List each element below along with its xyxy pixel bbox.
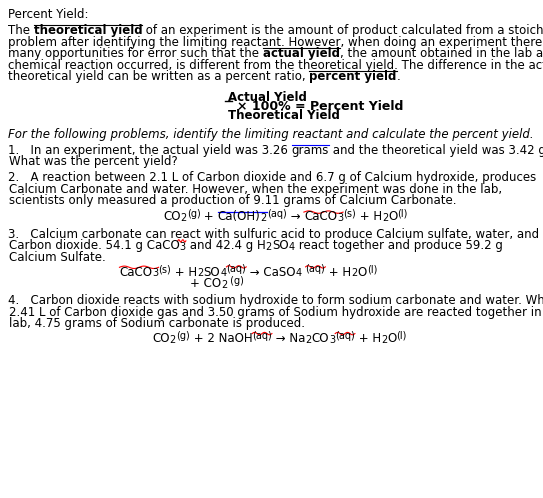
Text: + H: + H — [172, 265, 198, 278]
Text: What was the percent yield?: What was the percent yield? — [9, 155, 178, 168]
Text: (s): (s) — [343, 209, 356, 219]
Text: 3: 3 — [180, 242, 186, 251]
Text: 2.   A reaction between 2.1 L of Carbon dioxide and 6.7 g of Calcium hydroxide, : 2. A reaction between 2.1 L of Carbon di… — [8, 171, 536, 184]
Text: many opportunities for error such that the: many opportunities for error such that t… — [8, 47, 263, 60]
Text: react together and produce 59.2 g: react together and produce 59.2 g — [295, 239, 502, 252]
Text: →: → — [287, 210, 304, 224]
Text: theoretical yield: theoretical yield — [34, 24, 142, 37]
Text: 2: 2 — [382, 213, 388, 223]
Text: Carbon dioxide. 54.1 g CaCO: Carbon dioxide. 54.1 g CaCO — [9, 239, 180, 252]
Text: → CaSO: → CaSO — [246, 265, 296, 278]
Text: 2: 2 — [381, 335, 387, 345]
Text: 3: 3 — [153, 268, 159, 278]
Text: (s): (s) — [159, 264, 172, 274]
Text: 2: 2 — [198, 268, 204, 278]
Text: Actual Yield: Actual Yield — [228, 91, 306, 104]
Text: O: O — [387, 332, 396, 345]
Text: (g): (g) — [176, 331, 190, 341]
Text: Calcium Sulfate.: Calcium Sulfate. — [9, 250, 106, 263]
Text: CaCO: CaCO — [304, 210, 337, 224]
Text: → Na: → Na — [272, 332, 305, 345]
Text: 4.   Carbon dioxide reacts with sodium hydroxide to form sodium carbonate and wa: 4. Carbon dioxide reacts with sodium hyd… — [8, 294, 543, 307]
Text: + CO: + CO — [190, 277, 221, 290]
Text: (aq): (aq) — [226, 264, 246, 274]
Text: +: + — [200, 210, 218, 224]
Text: (aq): (aq) — [335, 331, 355, 341]
Text: 2: 2 — [169, 335, 176, 345]
Text: CO: CO — [312, 332, 329, 345]
Text: 2: 2 — [266, 242, 272, 251]
Text: 2: 2 — [305, 335, 312, 345]
Text: + H: + H — [355, 332, 381, 345]
Text: 2: 2 — [221, 279, 228, 290]
Text: CO: CO — [152, 332, 169, 345]
Text: (aq): (aq) — [306, 264, 325, 274]
Text: 3: 3 — [337, 213, 343, 223]
Text: × 100% =: × 100% = — [237, 100, 310, 113]
Text: + 2 NaOH: + 2 NaOH — [190, 332, 252, 345]
Text: Ca(OH): Ca(OH) — [218, 210, 261, 224]
Text: percent yield: percent yield — [310, 70, 397, 83]
Text: SO: SO — [272, 239, 288, 252]
Text: actual yield: actual yield — [263, 47, 340, 60]
Text: + H: + H — [325, 265, 351, 278]
Text: O: O — [388, 210, 397, 224]
Text: For the following problems, identify the limiting reactant and calculate the per: For the following problems, identify the… — [8, 127, 534, 140]
Text: theoretical yield can be written as a percent ratio,: theoretical yield can be written as a pe… — [8, 70, 310, 83]
Text: (l): (l) — [367, 264, 377, 274]
Text: 2.41 L of Carbon dioxide gas and 3.50 grams of Sodium hydroxide are reacted toge: 2.41 L of Carbon dioxide gas and 3.50 gr… — [9, 306, 543, 319]
Text: 4: 4 — [288, 242, 295, 251]
Text: chemical reaction occurred, is different from the theoretical yield. The differe: chemical reaction occurred, is different… — [8, 59, 543, 72]
Text: lab, 4.75 grams of Sodium carbonate is produced.: lab, 4.75 grams of Sodium carbonate is p… — [9, 317, 305, 330]
Text: scientists only measured a production of 9.11 grams of Calcium Carbonate.: scientists only measured a production of… — [9, 194, 457, 207]
Text: (aq): (aq) — [252, 331, 272, 341]
Text: and 42.4 g H: and 42.4 g H — [186, 239, 266, 252]
Text: 2: 2 — [261, 213, 267, 223]
Text: Percent Yield: Percent Yield — [310, 100, 403, 113]
Text: SO: SO — [204, 265, 220, 278]
Text: problem after identifying the limiting reactant. However, when doing an experime: problem after identifying the limiting r… — [8, 35, 543, 49]
Text: (g): (g) — [187, 209, 200, 219]
Text: and the theoretical yield was 3.42 grams.: and the theoretical yield was 3.42 grams… — [329, 144, 543, 157]
Text: (l): (l) — [397, 209, 408, 219]
Text: 3.   Calcium carbonate can react with sulfuric acid to produce Calcium sulfate, : 3. Calcium carbonate can react with sulf… — [8, 228, 539, 241]
Text: 2: 2 — [180, 213, 187, 223]
Text: .: . — [397, 70, 401, 83]
Text: 1.   In an experiment, the actual yield was 3.26: 1. In an experiment, the actual yield wa… — [8, 144, 292, 157]
Text: , the amount obtained in the lab after the: , the amount obtained in the lab after t… — [340, 47, 543, 60]
Text: Calcium Carbonate and water. However, when the experiment was done in the lab,: Calcium Carbonate and water. However, wh… — [9, 183, 502, 196]
Text: The: The — [8, 24, 34, 37]
Text: CO: CO — [163, 210, 180, 224]
Text: O: O — [358, 265, 367, 278]
Text: (g): (g) — [228, 275, 244, 285]
Text: Percent Yield:: Percent Yield: — [8, 8, 89, 21]
Text: 4: 4 — [296, 268, 302, 278]
Text: grams: grams — [292, 144, 329, 157]
Text: + H: + H — [356, 210, 382, 224]
Text: of an experiment is the amount of product calculated from a stoichiometry: of an experiment is the amount of produc… — [142, 24, 543, 37]
Text: Theoretical Yield: Theoretical Yield — [228, 109, 339, 122]
Text: 3: 3 — [329, 335, 335, 345]
Text: (l): (l) — [396, 331, 407, 341]
Text: 4: 4 — [220, 268, 226, 278]
Text: CaCO: CaCO — [119, 265, 153, 278]
Text: 2: 2 — [351, 268, 358, 278]
Text: (aq): (aq) — [267, 209, 287, 219]
